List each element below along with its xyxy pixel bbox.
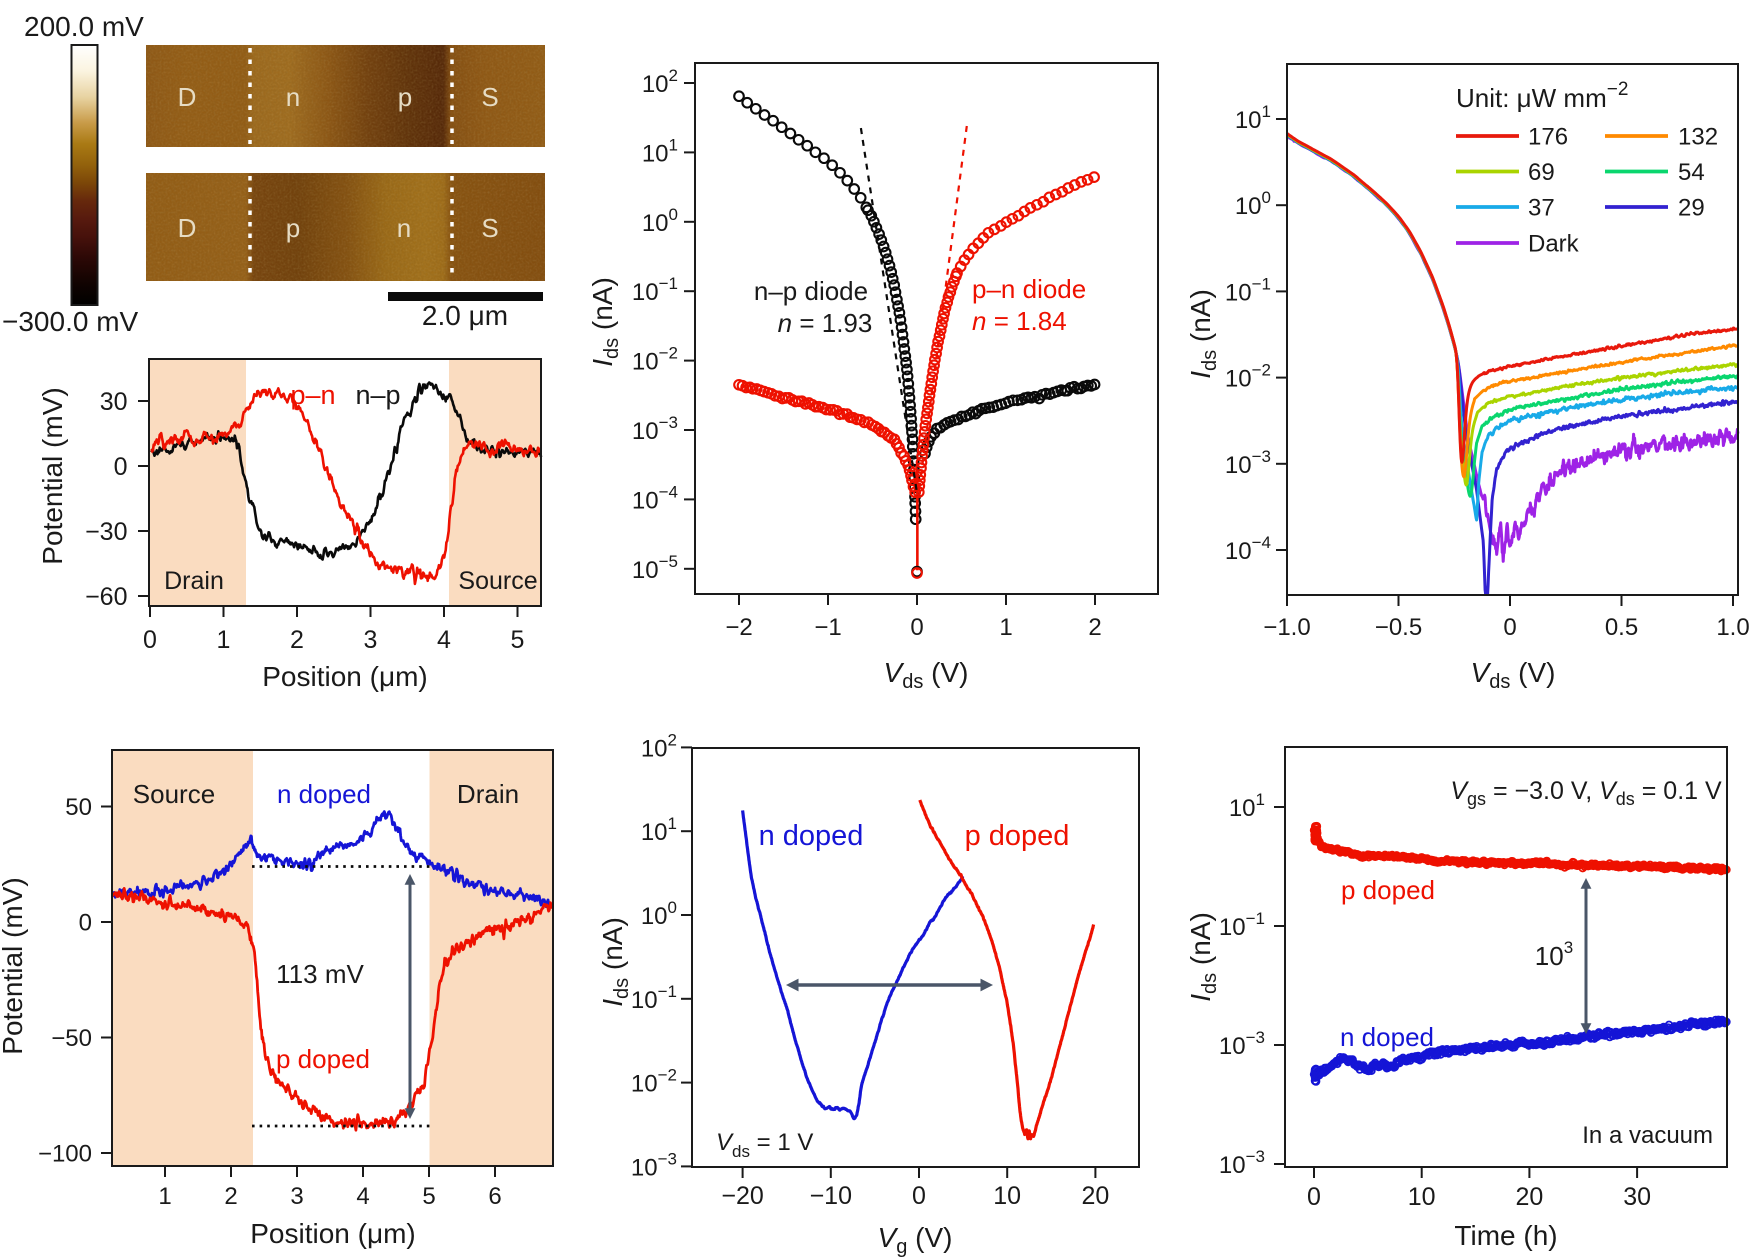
svg-text:6: 6	[488, 1183, 501, 1210]
svg-text:200.0 mV: 200.0 mV	[24, 11, 144, 42]
svg-text:−20: −20	[721, 1182, 763, 1210]
svg-text:3: 3	[290, 1183, 303, 1210]
svg-text:p: p	[286, 213, 300, 243]
svg-text:10: 10	[993, 1182, 1021, 1210]
svg-text:50: 50	[65, 794, 92, 821]
svg-text:p: p	[398, 82, 412, 112]
svg-text:30: 30	[1623, 1183, 1651, 1211]
svg-text:37: 37	[1528, 195, 1555, 222]
svg-text:p–n: p–n	[290, 380, 335, 410]
svg-text:−60: −60	[85, 583, 127, 611]
svg-text:20: 20	[1081, 1182, 1109, 1210]
svg-text:D: D	[178, 213, 197, 243]
svg-text:n: n	[397, 213, 411, 243]
svg-text:176: 176	[1528, 124, 1568, 151]
svg-text:D: D	[178, 82, 197, 112]
svg-text:2: 2	[224, 1183, 237, 1210]
svg-text:0: 0	[1307, 1183, 1321, 1211]
svg-text:−30: −30	[85, 518, 127, 546]
svg-text:2: 2	[290, 626, 304, 654]
svg-text:1: 1	[217, 626, 231, 654]
svg-text:4: 4	[437, 626, 451, 654]
svg-text:Vgs = −3.0 V, Vds = 0.1 V: Vgs = −3.0 V, Vds = 0.1 V	[1450, 777, 1722, 809]
svg-text:0: 0	[143, 626, 157, 654]
svg-text:−0.5: −0.5	[1375, 614, 1422, 641]
svg-text:Source: Source	[133, 779, 215, 809]
svg-text:2: 2	[1088, 614, 1101, 641]
svg-text:30: 30	[100, 388, 128, 416]
svg-text:0: 0	[910, 614, 923, 641]
svg-text:Drain: Drain	[164, 567, 224, 595]
svg-text:10: 10	[1408, 1183, 1436, 1211]
svg-text:S: S	[481, 82, 498, 112]
svg-text:10−1: 10−1	[1219, 909, 1265, 941]
svg-text:10−1: 10−1	[631, 982, 677, 1014]
svg-text:Vds = 1 V: Vds = 1 V	[716, 1129, 813, 1161]
svg-text:132: 132	[1678, 124, 1718, 151]
svg-text:n = 1.93: n = 1.93	[778, 308, 873, 338]
svg-text:Unit: μW mm−2: Unit: μW mm−2	[1456, 79, 1628, 113]
svg-text:n–p diode: n–p diode	[754, 276, 868, 306]
svg-text:Position (μm): Position (μm)	[250, 1218, 416, 1249]
svg-text:Vg (V): Vg (V)	[878, 1222, 953, 1258]
svg-text:1: 1	[999, 614, 1012, 641]
svg-text:20: 20	[1515, 1183, 1543, 1211]
svg-text:Drain: Drain	[457, 779, 519, 809]
svg-text:Ids (nA): Ids (nA)	[1185, 912, 1221, 1002]
svg-text:Source: Source	[458, 567, 537, 595]
svg-text:n–p: n–p	[355, 380, 400, 410]
svg-text:Time (h): Time (h)	[1454, 1220, 1557, 1251]
svg-text:0: 0	[912, 1182, 926, 1210]
svg-text:p doped: p doped	[965, 820, 1070, 852]
svg-text:Ids (nA): Ids (nA)	[1185, 289, 1221, 379]
svg-text:10−4: 10−4	[1225, 533, 1271, 565]
svg-text:In a vacuum: In a vacuum	[1582, 1122, 1713, 1149]
svg-text:2.0 μm: 2.0 μm	[422, 300, 508, 331]
svg-text:p doped: p doped	[1341, 875, 1435, 905]
svg-text:−1: −1	[814, 614, 841, 641]
svg-text:n: n	[286, 82, 300, 112]
svg-text:0.5: 0.5	[1605, 614, 1638, 641]
svg-text:4: 4	[356, 1183, 369, 1210]
svg-text:n doped: n doped	[759, 820, 864, 852]
svg-text:−300.0 mV: −300.0 mV	[2, 306, 139, 337]
svg-text:0: 0	[79, 910, 92, 937]
svg-text:p doped: p doped	[276, 1044, 370, 1074]
svg-text:−1.0: −1.0	[1263, 614, 1310, 641]
svg-text:3: 3	[364, 626, 378, 654]
svg-text:10−3: 10−3	[1225, 447, 1271, 479]
svg-text:5: 5	[422, 1183, 435, 1210]
svg-text:0: 0	[1503, 614, 1516, 641]
svg-text:p–n diode: p–n diode	[972, 274, 1086, 304]
svg-text:1: 1	[158, 1183, 171, 1210]
svg-text:−2: −2	[725, 614, 752, 641]
svg-text:10−4: 10−4	[632, 482, 678, 514]
svg-text:n doped: n doped	[277, 779, 371, 809]
svg-text:−10: −10	[810, 1182, 852, 1210]
svg-text:Dark: Dark	[1528, 231, 1580, 258]
svg-text:54: 54	[1678, 159, 1705, 186]
svg-text:101: 101	[1235, 102, 1271, 134]
svg-text:n doped: n doped	[1340, 1022, 1434, 1052]
svg-text:S: S	[481, 213, 498, 243]
svg-text:n = 1.84: n = 1.84	[972, 306, 1067, 336]
svg-text:29: 29	[1678, 195, 1705, 222]
svg-text:−50: −50	[51, 1025, 92, 1052]
svg-text:Vds (V): Vds (V)	[884, 657, 969, 693]
svg-text:Ids (nA): Ids (nA)	[597, 917, 633, 1007]
svg-text:Vds (V): Vds (V)	[1471, 657, 1556, 693]
svg-text:5: 5	[511, 626, 525, 654]
svg-text:0: 0	[114, 453, 128, 481]
svg-text:Ids (nA): Ids (nA)	[587, 277, 623, 367]
svg-text:Potential (mV): Potential (mV)	[37, 387, 68, 564]
svg-text:69: 69	[1528, 159, 1555, 186]
svg-text:113 mV: 113 mV	[276, 959, 364, 989]
svg-text:1.0: 1.0	[1716, 614, 1749, 641]
svg-text:Position (μm): Position (μm)	[262, 661, 428, 692]
svg-text:Potential (mV): Potential (mV)	[0, 877, 28, 1054]
svg-text:−100: −100	[38, 1141, 92, 1168]
